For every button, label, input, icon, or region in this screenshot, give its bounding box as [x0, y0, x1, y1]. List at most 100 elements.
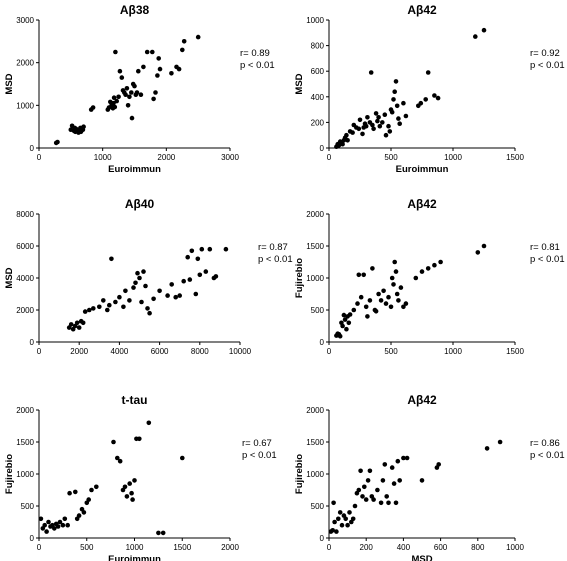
data-point: [129, 115, 135, 121]
data-point: [116, 94, 121, 100]
data-point: [382, 462, 388, 467]
y-tick-label: 500: [311, 306, 325, 315]
data-point: [363, 123, 369, 129]
data-point: [373, 309, 379, 314]
data-point: [97, 304, 102, 310]
data-point: [76, 513, 82, 518]
data-point: [123, 92, 128, 97]
data-point: [381, 288, 386, 294]
data-point: [42, 522, 47, 528]
data-point: [380, 120, 385, 125]
data-point: [133, 280, 138, 286]
data-point: [330, 528, 336, 533]
y-tick-label: 2000: [16, 406, 34, 415]
data-point: [436, 462, 442, 467]
y-tick-label: 2000: [16, 59, 34, 68]
data-point: [473, 34, 478, 39]
data-point: [145, 306, 150, 311]
data-point: [360, 494, 365, 499]
chart-title: Aβ42: [407, 197, 437, 211]
y-tick-label: 1000: [306, 16, 324, 25]
data-point: [180, 47, 185, 53]
chart-title: Aβ42: [407, 393, 437, 407]
data-point: [367, 298, 373, 303]
x-tick-label: 1000: [444, 347, 462, 356]
x-tick-label: 1500: [506, 347, 524, 356]
y-tick-label: 500: [311, 502, 325, 511]
data-point: [169, 282, 174, 287]
x-tick-label: 1000: [126, 543, 144, 552]
p-value-label: p < 0.01: [242, 450, 277, 461]
data-point: [169, 71, 174, 76]
data-point: [127, 94, 132, 100]
data-point: [137, 436, 142, 442]
correlation-label: r= 0.87: [258, 242, 288, 253]
chart-title: t-tau: [122, 393, 148, 407]
data-point: [343, 516, 349, 522]
data-point: [337, 510, 343, 515]
data-point: [388, 304, 394, 310]
data-point: [139, 299, 144, 305]
data-point: [351, 307, 357, 313]
y-tick-label: 1000: [16, 101, 34, 110]
data-point: [52, 526, 57, 531]
data-point: [432, 93, 437, 98]
x-tick-label: 0: [327, 543, 332, 552]
data-point: [396, 298, 401, 303]
data-point: [345, 138, 350, 143]
data-point: [112, 104, 118, 110]
data-point: [403, 113, 409, 119]
data-point: [413, 275, 419, 281]
y-tick-label: 500: [21, 502, 35, 511]
data-point: [135, 270, 140, 276]
data-point: [181, 39, 187, 44]
data-point: [151, 296, 156, 302]
x-tick-label: 6000: [151, 347, 169, 356]
data-point: [357, 117, 363, 123]
data-point: [382, 112, 388, 117]
data-point: [114, 98, 119, 104]
data-point: [156, 56, 161, 61]
data-point: [332, 519, 337, 525]
data-point: [121, 304, 126, 310]
x-tick-label: 4000: [111, 347, 129, 356]
data-point: [358, 468, 363, 474]
data-point: [151, 96, 156, 102]
data-point: [380, 478, 386, 483]
data-point: [73, 489, 78, 495]
y-tick-label: 0: [30, 144, 35, 153]
data-point: [383, 301, 389, 306]
data-point: [89, 487, 94, 493]
data-point: [389, 109, 395, 115]
data-point: [419, 478, 425, 483]
chart-panel-4: Aβ42 0 500 1000 1500 0 500 1000 1500 2000 Fujirebi…: [294, 197, 565, 356]
y-tick-label: 0: [30, 338, 35, 347]
data-point: [383, 132, 389, 138]
data-point: [105, 307, 110, 313]
data-point: [368, 70, 374, 75]
data-point: [81, 510, 87, 515]
y-axis-label: MSD: [4, 267, 15, 288]
chart-panel-3: Aβ40 0 2000 4000 6000 8000 10000 0 2000 4000 6000 8…: [4, 197, 293, 356]
data-point: [141, 269, 146, 274]
data-point: [340, 323, 345, 329]
y-axis-label: MSD: [294, 73, 305, 94]
data-point: [418, 100, 424, 106]
data-point: [355, 301, 360, 306]
y-tick-label: 1000: [16, 470, 34, 479]
data-point: [119, 75, 125, 80]
y-tick-label: 1000: [306, 470, 324, 479]
y-tick-label: 2000: [306, 406, 324, 415]
data-point: [160, 530, 166, 536]
data-point: [475, 250, 481, 255]
data-point: [195, 34, 201, 40]
data-point: [375, 487, 380, 493]
chart-panel-6: Aβ42 0 200 400 600 800 1000 0 500 1000 1500 2000 MSD…: [294, 393, 565, 561]
y-axis-label: Fujirebio: [4, 454, 15, 494]
x-tick-label: 2000: [157, 153, 175, 162]
data-point: [358, 294, 364, 300]
x-tick-label: 400: [397, 543, 411, 552]
data-point: [346, 320, 352, 326]
y-axis-label: Fujirebio: [294, 454, 305, 494]
p-value-label: p < 0.01: [240, 60, 275, 71]
